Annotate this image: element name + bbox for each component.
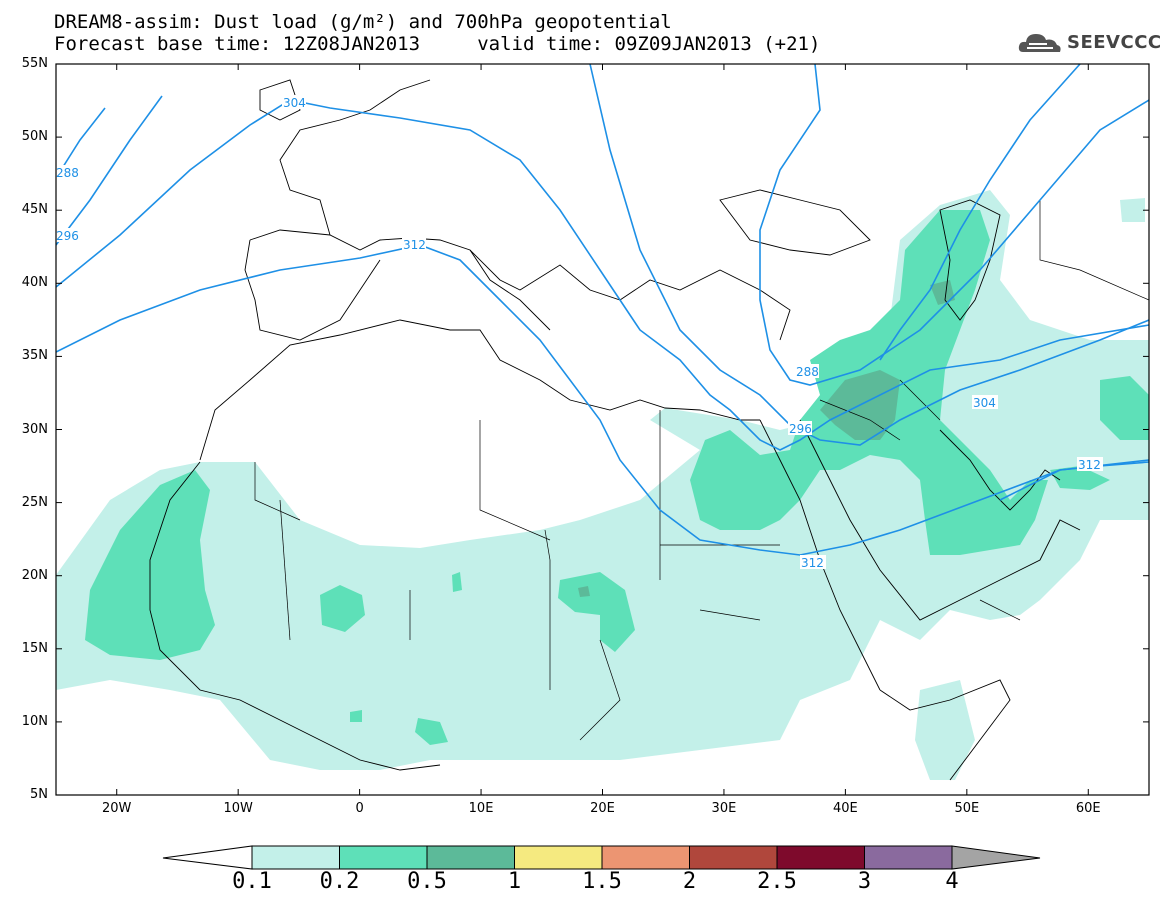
- contour-label: 288: [56, 166, 79, 180]
- coast-france-uk: [279, 79, 431, 236]
- longitude-label: 20W: [102, 801, 132, 816]
- dust-level-0.2-region-mali: [320, 585, 365, 632]
- coast-gulf: [939, 429, 1061, 511]
- dust-level-0.2-region-nigeria: [415, 718, 448, 745]
- longitude-label: 10W: [223, 801, 253, 816]
- latitude-label: 45N: [21, 202, 48, 218]
- dust-level-0.1-region-south: [915, 680, 975, 780]
- colorbar: [162, 845, 1041, 870]
- latitude-label: 15N: [21, 640, 48, 656]
- colorbar-box: [514, 845, 603, 870]
- colorbar-box: [251, 845, 340, 870]
- latitude-label: 55N: [21, 56, 48, 71]
- colorbar-label: 1: [507, 869, 522, 894]
- latitude-label: 50N: [21, 129, 48, 145]
- coast-iberia: [244, 239, 381, 341]
- contour-label: 312: [403, 238, 426, 252]
- contour-label: 296: [789, 422, 812, 436]
- dust-level-0.5-region-chad-small: [578, 586, 590, 597]
- colorbar-label: 1.5: [582, 869, 622, 894]
- dust-level-0.2-region-chad: [558, 572, 635, 652]
- latitude-label: 10N: [21, 713, 48, 729]
- colorbar-boxes: [251, 845, 953, 870]
- dust-level-0.2-region-gulf: [1050, 466, 1110, 490]
- coast-black-sea: [719, 189, 871, 256]
- colorbar-label: 3: [857, 869, 872, 894]
- borders: [254, 200, 1149, 741]
- coast-caspian: [939, 199, 1001, 321]
- contour-label: 312: [1078, 458, 1101, 472]
- colorbar-label: 0.2: [319, 869, 360, 894]
- colorbar-label: 0.1: [232, 869, 272, 894]
- seevccc-logo: SEEVCCC: [1017, 28, 1161, 58]
- colorbar-box: [426, 845, 515, 870]
- colorbar-box: [339, 845, 428, 870]
- contour-312-main: [56, 244, 1149, 556]
- coast-arabia: [799, 419, 1081, 621]
- latitude-label: 40N: [21, 275, 48, 291]
- coastlines: [149, 79, 1081, 781]
- map-subtitle: Forecast base time: 12Z08JAN2013 valid t…: [54, 33, 821, 55]
- longitude-label: 0: [355, 801, 364, 816]
- contour-304-east: [879, 64, 1081, 361]
- contour-label: 312: [801, 556, 824, 570]
- contour-label: 304: [973, 396, 996, 410]
- contour-label: 288: [796, 365, 819, 379]
- colorbar-label: 2.5: [757, 869, 797, 894]
- dust-level-0.1-region-small: [1120, 198, 1145, 222]
- longitude-label: 40E: [832, 801, 858, 816]
- longitude-label: 20E: [590, 801, 615, 816]
- colorbar-label: 0.5: [407, 869, 447, 894]
- coast-north-africa: [199, 319, 760, 461]
- dust-fill-layer: [56, 190, 1149, 780]
- latitude-label: 25N: [21, 494, 48, 510]
- longitude-label: 30E: [711, 801, 737, 816]
- cloud-icon: [1018, 34, 1061, 52]
- latitude-label: 5N: [30, 787, 48, 802]
- dust-level-0.2-region-cameroon: [350, 710, 362, 722]
- colorbar-box: [689, 845, 778, 870]
- latitude-label: 30N: [21, 421, 48, 437]
- latitude-label: 20N: [21, 567, 48, 583]
- contour-296-west: [56, 95, 163, 246]
- contour-label: 304: [283, 96, 306, 110]
- contour-labels: 304 288 296 312 288 296 304 312 312: [56, 95, 1103, 570]
- coast-horn-africa: [879, 679, 1011, 781]
- colorbar-low-triangle: [162, 845, 253, 870]
- contour-label: 296: [56, 229, 79, 243]
- contour-288-east: [759, 64, 1149, 386]
- dust-level-0.5-region-caucasus: [930, 280, 955, 305]
- dust-level-0.2-region-niger: [452, 572, 462, 592]
- longitude-label: 50E: [954, 801, 980, 816]
- logo-text: SEEVCCC: [1067, 32, 1162, 53]
- map-title: DREAM8-assim: Dust load (g/m²) and 700hP…: [54, 11, 672, 33]
- longitude-label: 10E: [468, 801, 494, 816]
- coast-uk: [259, 79, 301, 121]
- colorbar-box: [776, 845, 865, 870]
- coast-west-africa: [149, 461, 441, 771]
- colorbar-label: 2: [682, 869, 697, 894]
- coast-italy: [469, 249, 551, 331]
- colorbar-box: [601, 845, 690, 870]
- colorbar-box: [864, 845, 953, 870]
- colorbar-label: 4: [945, 869, 959, 894]
- coast-iberia-europe: [249, 229, 791, 341]
- longitude-label: 60E: [1075, 801, 1101, 816]
- latitude-label: 35N: [21, 348, 48, 364]
- dust-level-0.2-region-iran-east: [1100, 376, 1149, 440]
- colorbar-high-triangle: [951, 845, 1041, 870]
- axis-ticks: [56, 63, 1149, 796]
